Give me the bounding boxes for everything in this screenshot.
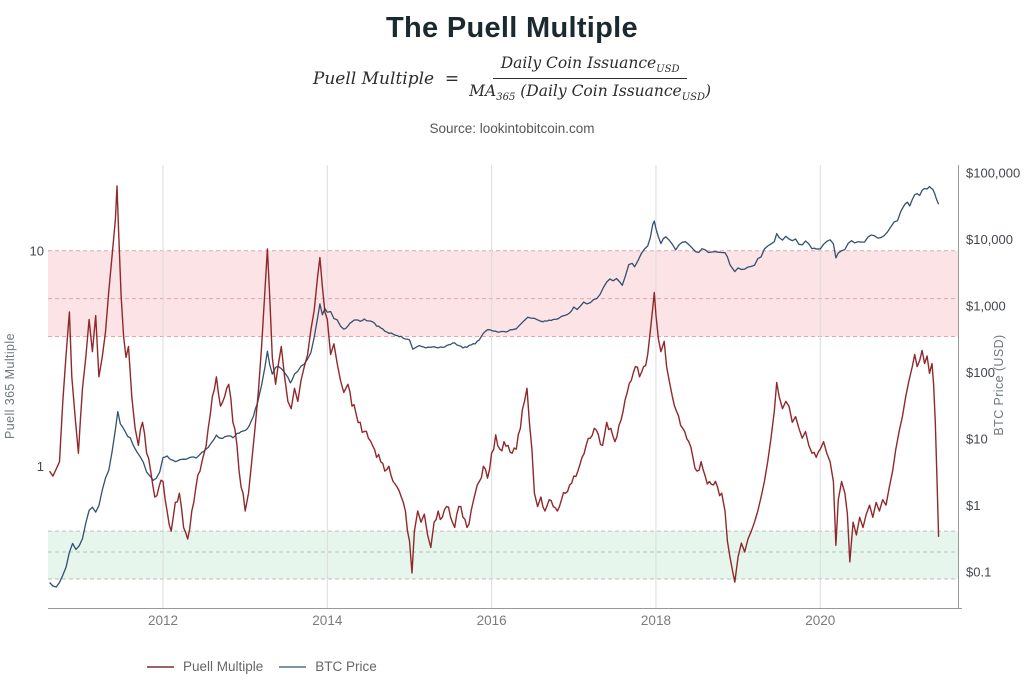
left-axis-tick-label: 10	[30, 243, 44, 258]
right-axis-title: BTC Price (USD)	[992, 334, 1006, 436]
axes-layer	[48, 165, 962, 609]
undervalued-zone	[48, 531, 959, 579]
right-axis-tick-label: $1,000	[966, 299, 1006, 314]
zone-bands-layer	[48, 250, 959, 580]
formula: Puell Multiple = Daily Coin IssuanceUSD …	[0, 54, 1024, 103]
legend-item-btc-price[interactable]: BTC Price	[279, 659, 377, 674]
legend-item-puell-multiple[interactable]: Puell Multiple	[147, 659, 263, 674]
btc-line-swatch	[279, 665, 307, 668]
x-axis-tick-label: 2020	[805, 613, 835, 628]
right-axis-tick-label: $0.1	[966, 565, 991, 580]
x-axis-tick-label: 2016	[477, 613, 507, 628]
x-axis-tick-label: 2018	[641, 613, 671, 628]
tick-labels-layer: 10 1 $100,000 $10,000 $1,000 $100 $10 $1 $0.1 201…	[30, 166, 1021, 628]
legend: Puell Multiple BTC Price	[147, 659, 377, 674]
formula-fraction: Daily Coin IssuanceUSD MA365 (Daily Coin…	[469, 54, 711, 103]
source-caption: Source: lookintobitcoin.com	[429, 121, 595, 136]
page-title: The Puell Multiple	[386, 12, 638, 44]
formula-denominator: MA365 (Daily Coin IssuanceUSD)	[469, 82, 712, 104]
right-axis-tick-label: $100	[966, 365, 995, 380]
x-axis-tick-label: 2014	[312, 613, 343, 628]
legend-label-btc: BTC Price	[315, 659, 377, 674]
right-axis-tick-label: $10	[966, 432, 988, 447]
right-axis-tick-label: $100,000	[966, 166, 1020, 181]
left-axis-title: Puell 365 Multiple	[3, 333, 17, 439]
right-axis-tick-label: $10,000	[966, 232, 1013, 247]
gridlines-layer	[162, 165, 821, 608]
series-line-btc-price	[49, 185, 940, 588]
formula-lhs: Puell Multiple =	[312, 68, 460, 89]
overvalued-zone	[48, 250, 959, 337]
formula-numerator: Daily Coin IssuanceUSD	[492, 54, 688, 80]
puell-line-swatch	[147, 665, 174, 668]
legend-label-puell: Puell Multiple	[183, 659, 264, 674]
x-axis-tick-label: 2012	[148, 613, 178, 628]
left-axis-tick-label: 1	[37, 459, 44, 474]
right-axis-tick-label: $1	[966, 498, 980, 513]
series-line-puell-multiple	[49, 185, 940, 583]
